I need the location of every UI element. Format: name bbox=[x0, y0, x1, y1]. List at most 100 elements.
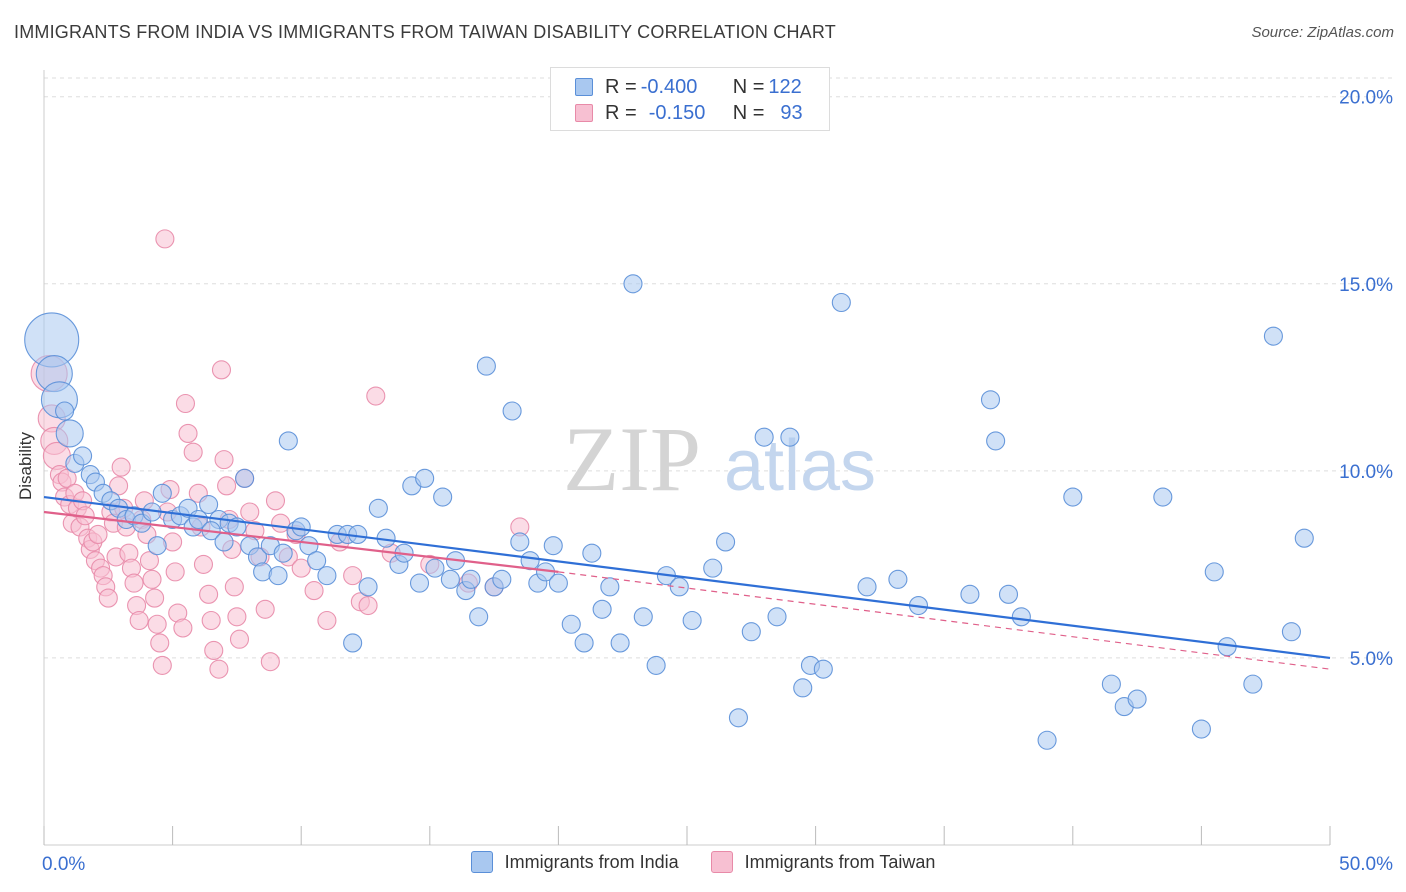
legend-swatch-taiwan bbox=[575, 104, 593, 122]
legend-r-value: -0.400 bbox=[640, 75, 698, 98]
india-point bbox=[1294, 528, 1314, 548]
india-point bbox=[268, 566, 288, 586]
taiwan-point bbox=[183, 442, 203, 462]
india-point bbox=[592, 599, 612, 619]
y-tick-label: 10.0% bbox=[1339, 462, 1393, 483]
india-point bbox=[1101, 674, 1121, 694]
legend-r-label: R = bbox=[605, 101, 637, 124]
taiwan-point bbox=[173, 618, 193, 638]
india-point bbox=[767, 607, 787, 627]
india-point bbox=[741, 622, 761, 642]
india-point bbox=[633, 607, 653, 627]
taiwan-point bbox=[343, 566, 363, 586]
tick-labels: 5.0% 10.0% 15.0% 20.0% 0.0% 50.0% bbox=[42, 88, 1393, 875]
correlation-legend: R = -0.400 N = 122 R = -0.150 N = 93 bbox=[550, 67, 830, 131]
chart-title: IMMIGRANTS FROM INDIA VS IMMIGRANTS FROM… bbox=[14, 22, 836, 42]
india-point bbox=[492, 569, 512, 589]
taiwan-point bbox=[124, 573, 144, 593]
taiwan-point bbox=[204, 640, 224, 660]
x-tick-label: 50.0% bbox=[1339, 854, 1393, 875]
taiwan-point bbox=[111, 457, 131, 477]
india-point bbox=[433, 487, 453, 507]
series-legend: Immigrants from India Immigrants from Ta… bbox=[0, 851, 1406, 873]
india-point bbox=[543, 536, 563, 556]
india-point bbox=[55, 401, 75, 421]
india-point bbox=[600, 577, 620, 597]
legend-item-taiwan[interactable]: Immigrants from Taiwan bbox=[710, 851, 936, 873]
india-point bbox=[582, 543, 602, 563]
india-point bbox=[682, 610, 702, 631]
taiwan-point bbox=[129, 610, 149, 631]
india-point bbox=[1243, 674, 1263, 694]
taiwan-point bbox=[229, 629, 250, 649]
india-point bbox=[1011, 607, 1031, 627]
india-point bbox=[831, 292, 851, 313]
trend-line-taiwan-extension bbox=[558, 571, 1331, 670]
taiwan-point bbox=[211, 360, 232, 380]
legend-item-india[interactable]: Immigrants from India bbox=[470, 851, 679, 873]
taiwan-point bbox=[57, 468, 77, 488]
india-point bbox=[1281, 622, 1301, 642]
india-point bbox=[998, 584, 1019, 604]
taiwan-point bbox=[240, 502, 260, 522]
taiwan-point bbox=[142, 569, 162, 589]
india-point bbox=[1204, 562, 1224, 582]
india-point bbox=[1263, 326, 1283, 346]
india-point bbox=[1127, 689, 1147, 709]
india-point bbox=[888, 569, 908, 589]
india-point bbox=[610, 633, 630, 653]
taiwan-point bbox=[214, 450, 234, 470]
india-point bbox=[317, 566, 337, 586]
india-point bbox=[548, 573, 568, 593]
india-point bbox=[235, 468, 255, 488]
india-point bbox=[986, 431, 1006, 451]
india-point bbox=[415, 468, 435, 488]
legend-row-india: R = -0.400 N = 122 bbox=[575, 75, 802, 99]
taiwan-point bbox=[265, 491, 286, 511]
india-point bbox=[561, 614, 581, 634]
india-point bbox=[425, 558, 445, 578]
legend-label-taiwan: Immigrants from Taiwan bbox=[744, 851, 936, 872]
source-label: Source: ZipAtlas.com bbox=[1251, 24, 1394, 41]
india-point bbox=[813, 659, 833, 679]
taiwan-point bbox=[139, 551, 160, 571]
india-point bbox=[343, 633, 363, 653]
india-point bbox=[980, 390, 1001, 410]
taiwan-point bbox=[178, 423, 198, 443]
trend-lines bbox=[43, 495, 1331, 670]
india-point bbox=[510, 532, 530, 552]
india-point bbox=[299, 536, 319, 556]
india-point bbox=[1037, 730, 1057, 750]
taiwan-point bbox=[304, 581, 324, 601]
india-point bbox=[1153, 487, 1173, 507]
taiwan-point bbox=[150, 633, 170, 653]
legend-n-label: N = bbox=[732, 75, 765, 98]
trend-line-india bbox=[43, 495, 1331, 660]
taiwan-point bbox=[152, 655, 172, 675]
taiwan-point bbox=[227, 607, 247, 627]
legend-r-label: R = bbox=[605, 75, 637, 98]
taiwan-point bbox=[201, 610, 221, 631]
india-point bbox=[199, 494, 219, 515]
taiwan-point bbox=[366, 386, 386, 406]
legend-swatch-taiwan bbox=[710, 851, 733, 873]
taiwan-point bbox=[98, 588, 118, 608]
india-point bbox=[574, 633, 594, 653]
y-tick-label: 20.0% bbox=[1339, 88, 1393, 109]
india-point bbox=[780, 427, 800, 447]
india-point bbox=[147, 536, 167, 556]
taiwan-point bbox=[175, 393, 196, 414]
trend-line-taiwan bbox=[43, 510, 559, 573]
india-point bbox=[703, 558, 723, 578]
legend-n-label: N = bbox=[732, 101, 765, 124]
india-point bbox=[152, 483, 172, 503]
taiwan-point bbox=[217, 476, 237, 496]
india-point bbox=[646, 655, 666, 675]
taiwan-point bbox=[145, 588, 165, 608]
taiwan-point bbox=[165, 562, 185, 582]
india-point bbox=[716, 532, 736, 552]
india-point bbox=[728, 708, 748, 728]
india-point bbox=[440, 569, 460, 589]
taiwan-point bbox=[317, 610, 337, 631]
india-point bbox=[476, 356, 496, 376]
